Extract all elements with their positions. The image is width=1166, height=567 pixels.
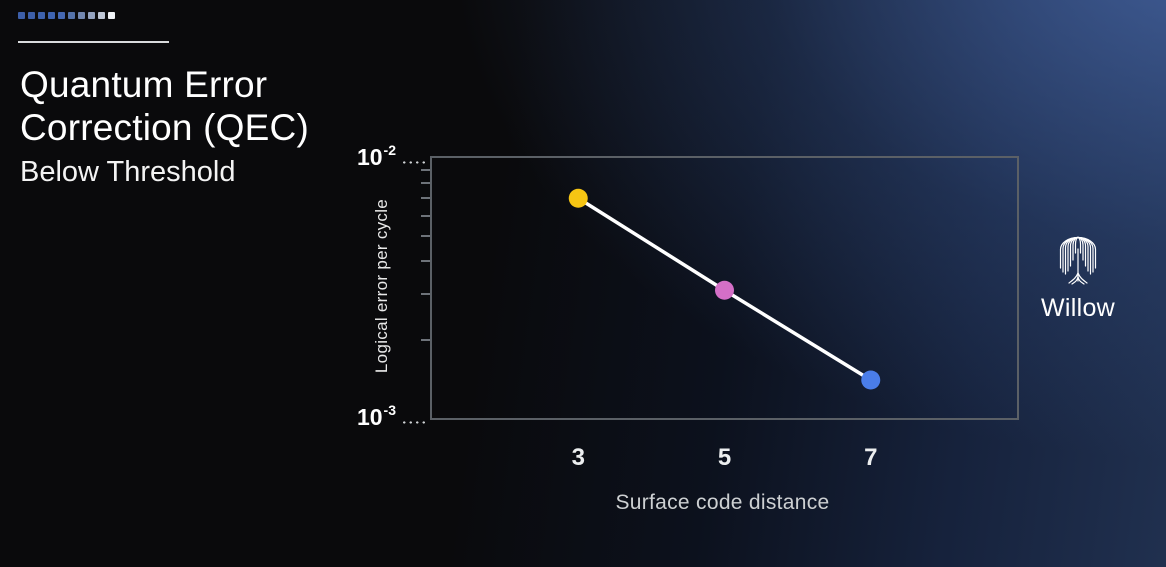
progress-dot [38, 12, 45, 19]
y-axis-label: Logical error per cycle [372, 198, 391, 374]
plot-area: 10 -2 10 -3 3 5 7 [357, 142, 1019, 471]
brand-block: Willow [1018, 231, 1138, 323]
title-line-2: Correction (QEC) [20, 107, 309, 148]
y-minor-tick [421, 292, 430, 295]
x-tick-label: 5 [717, 444, 732, 471]
brand-name: Willow [1040, 294, 1116, 322]
title-line-1: Quantum Error [20, 64, 268, 105]
x-tick-label: 3 [571, 444, 585, 471]
y-minor-tick [421, 260, 430, 263]
y-minor-tick [421, 197, 430, 200]
willow-tree-icon [1059, 236, 1097, 285]
page-subtitle: Below Threshold [20, 156, 236, 188]
y-tick-label: 10 -2 [357, 142, 426, 171]
data-point-d5 [715, 280, 734, 300]
x-tick-label: 7 [864, 444, 878, 471]
y-tick-label: 10 -3 [357, 402, 426, 431]
progress-dots-row [18, 12, 115, 19]
y-minor-tick [421, 338, 430, 341]
title-underline [18, 41, 169, 43]
x-axis-label: Surface code distance [615, 491, 830, 514]
y-minor-tick [421, 235, 430, 238]
progress-dot [68, 12, 75, 19]
progress-dot [28, 12, 35, 19]
progress-dot [78, 12, 85, 19]
progress-dot [18, 12, 25, 19]
chart-canvas [568, 188, 881, 390]
data-point-d3 [568, 188, 588, 208]
progress-dot [48, 12, 55, 19]
page-title: Quantum Error Correction (QEC) [20, 63, 309, 149]
y-minor-tick [421, 182, 430, 185]
dotted-leader [401, 160, 426, 164]
y-minor-tick [421, 214, 430, 217]
dotted-leader [401, 420, 426, 424]
data-point-d7 [861, 370, 881, 390]
progress-dot [58, 12, 65, 19]
progress-dot [88, 12, 95, 19]
y-minor-tick [421, 168, 430, 171]
progress-dot [108, 12, 115, 19]
progress-dot [98, 12, 105, 19]
